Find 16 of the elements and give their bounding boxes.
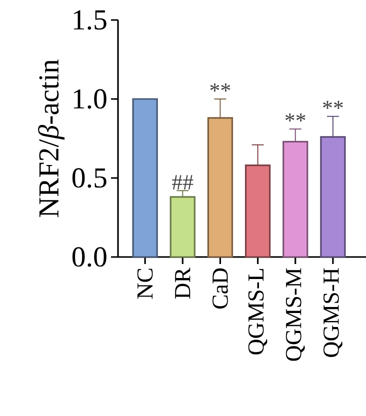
y-tick-label: 0.5 — [72, 168, 106, 188]
x-tick-label: QGMS-M — [286, 268, 305, 361]
y-tick-label: 1.5 — [74, 10, 106, 30]
y-tick-label: 1.0 — [74, 89, 106, 109]
y-tick-label: 0.0 — [72, 247, 106, 267]
y-axis-title: NRF2/β-actin — [38, 59, 65, 218]
annotation: ** — [285, 113, 306, 122]
x-tick-label: QGMS-H — [323, 268, 342, 357]
annotation: ** — [323, 100, 343, 109]
x-tick-label: CaD — [212, 268, 228, 309]
x-tick-label: NC — [137, 268, 153, 299]
x-tick-label: DR — [175, 268, 190, 299]
x-tick-label: QGMS-L — [248, 268, 268, 354]
annotation: ** — [210, 83, 230, 92]
bar — [132, 98, 158, 258]
annotation: ## — [172, 175, 194, 190]
